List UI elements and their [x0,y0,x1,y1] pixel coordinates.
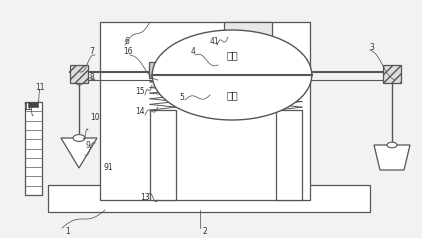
Text: 14: 14 [135,108,145,116]
FancyBboxPatch shape [224,22,272,50]
FancyBboxPatch shape [28,102,38,107]
FancyBboxPatch shape [70,65,88,83]
Text: 16: 16 [123,48,133,56]
Text: 9: 9 [86,140,90,149]
Text: 小于: 小于 [226,90,238,100]
Text: 7: 7 [89,48,95,56]
Text: 10: 10 [90,114,100,123]
Text: 15: 15 [135,88,145,96]
Text: 4: 4 [191,48,195,56]
Text: 13: 13 [140,193,150,203]
Polygon shape [61,138,97,168]
FancyBboxPatch shape [150,110,176,200]
Circle shape [73,135,85,141]
Text: 5: 5 [180,94,184,103]
Text: 8: 8 [89,74,95,83]
FancyBboxPatch shape [100,22,310,200]
FancyBboxPatch shape [24,102,41,195]
Text: 41: 41 [209,38,219,46]
Text: 1: 1 [66,228,70,237]
FancyBboxPatch shape [383,65,401,83]
Text: 11: 11 [35,84,45,93]
Text: 12: 12 [23,104,33,113]
FancyBboxPatch shape [149,62,177,78]
Text: 91: 91 [103,164,113,173]
Text: 大于: 大于 [226,50,238,60]
Polygon shape [374,145,410,170]
Circle shape [152,30,312,120]
FancyBboxPatch shape [276,110,302,200]
FancyBboxPatch shape [275,62,303,78]
Text: 3: 3 [370,44,374,53]
Circle shape [387,142,397,148]
FancyBboxPatch shape [48,185,370,212]
Text: 2: 2 [203,228,207,237]
Text: 6: 6 [124,38,130,46]
